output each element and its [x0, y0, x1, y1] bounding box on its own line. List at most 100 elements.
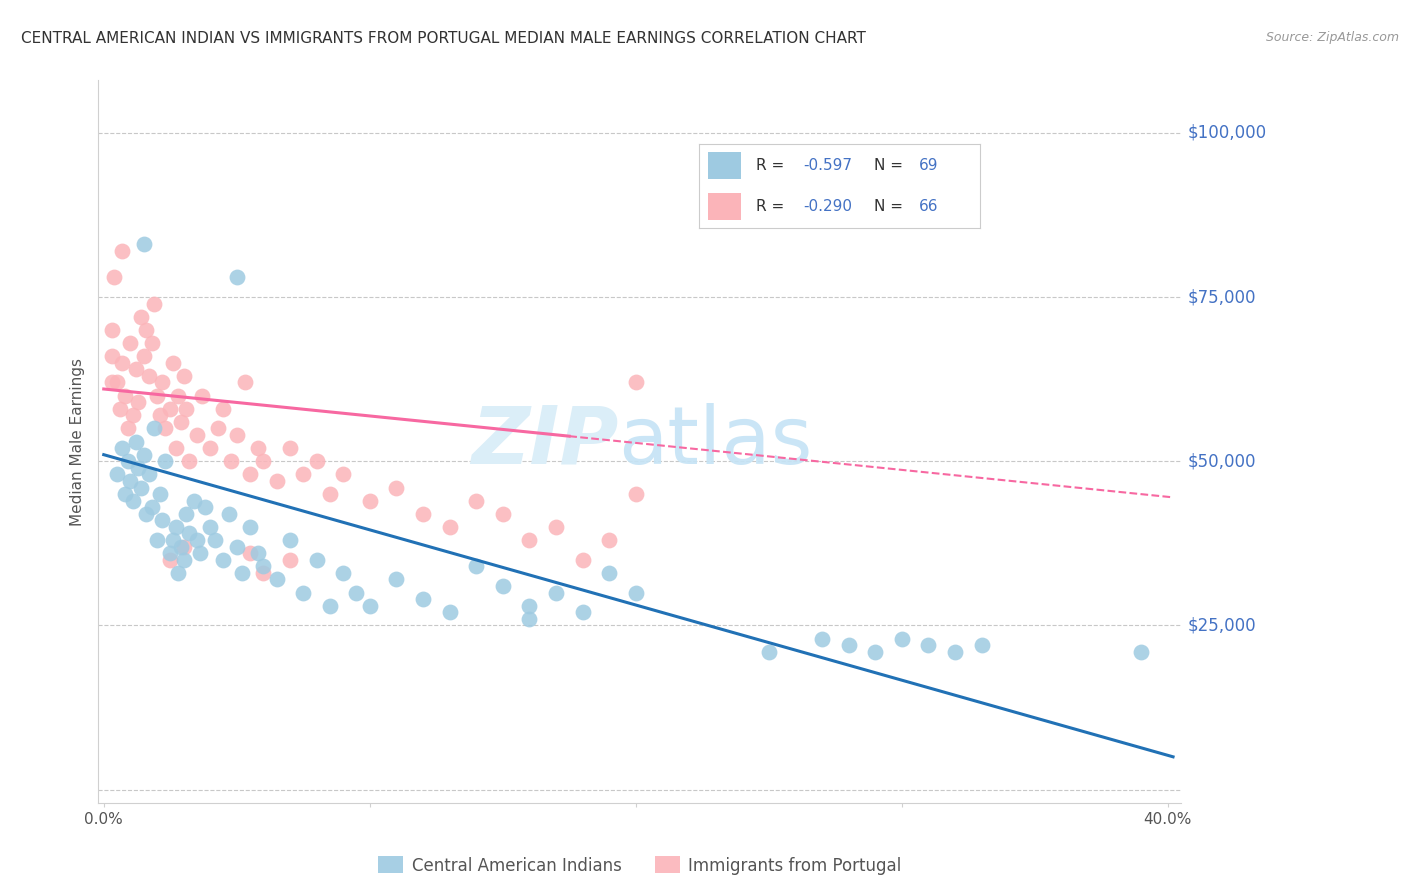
- Point: [111, 244, 134, 258]
- Point: [132, 448, 155, 462]
- Point: [153, 421, 176, 435]
- Point: [252, 454, 274, 468]
- Point: [943, 645, 966, 659]
- Point: [114, 487, 136, 501]
- Point: [332, 467, 354, 482]
- Point: [186, 533, 208, 547]
- Text: -0.290: -0.290: [803, 199, 852, 214]
- Point: [198, 441, 221, 455]
- Point: [159, 401, 181, 416]
- Point: [218, 507, 240, 521]
- Point: [492, 507, 515, 521]
- Point: [465, 559, 488, 574]
- Point: [183, 493, 205, 508]
- Text: $75,000: $75,000: [1188, 288, 1257, 306]
- Point: [141, 500, 163, 515]
- Point: [177, 454, 200, 468]
- Point: [120, 474, 142, 488]
- Point: [149, 487, 172, 501]
- Point: [170, 540, 193, 554]
- Point: [212, 553, 235, 567]
- Point: [544, 585, 567, 599]
- Point: [165, 520, 187, 534]
- Point: [111, 356, 134, 370]
- Point: [492, 579, 515, 593]
- Point: [412, 507, 434, 521]
- Point: [135, 323, 157, 337]
- Point: [165, 441, 187, 455]
- Point: [177, 526, 200, 541]
- Point: [233, 376, 256, 390]
- Point: [141, 336, 163, 351]
- Point: [624, 487, 647, 501]
- Point: [100, 376, 122, 390]
- Text: R =: R =: [755, 158, 789, 173]
- Point: [231, 566, 253, 580]
- FancyBboxPatch shape: [707, 193, 741, 220]
- Point: [129, 310, 152, 324]
- Point: [239, 520, 262, 534]
- Point: [247, 441, 270, 455]
- Text: ZIP: ZIP: [471, 402, 619, 481]
- Point: [758, 645, 780, 659]
- Point: [624, 376, 647, 390]
- Text: atlas: atlas: [619, 402, 813, 481]
- Point: [359, 493, 381, 508]
- Point: [278, 441, 301, 455]
- Legend: Central American Indians, Immigrants from Portugal: Central American Indians, Immigrants fro…: [371, 850, 908, 881]
- Point: [146, 533, 169, 547]
- Point: [465, 493, 488, 508]
- Point: [278, 533, 301, 547]
- Point: [186, 428, 208, 442]
- Point: [890, 632, 912, 646]
- Point: [105, 376, 128, 390]
- Point: [132, 349, 155, 363]
- Point: [359, 599, 381, 613]
- Point: [114, 388, 136, 402]
- Point: [544, 520, 567, 534]
- Point: [917, 638, 939, 652]
- Point: [571, 605, 593, 619]
- Point: [225, 270, 247, 285]
- Point: [100, 323, 122, 337]
- Point: [517, 599, 540, 613]
- Point: [173, 553, 195, 567]
- Point: [225, 540, 247, 554]
- Point: [100, 349, 122, 363]
- Point: [970, 638, 993, 652]
- Point: [173, 368, 195, 383]
- Point: [111, 441, 134, 455]
- Point: [174, 507, 197, 521]
- Point: [173, 540, 195, 554]
- Point: [117, 454, 139, 468]
- Point: [120, 336, 142, 351]
- Point: [150, 513, 173, 527]
- Point: [127, 460, 149, 475]
- Point: [108, 401, 131, 416]
- Point: [247, 546, 270, 560]
- Point: [124, 434, 146, 449]
- Point: [143, 296, 166, 310]
- Point: [149, 409, 172, 423]
- Point: [162, 356, 184, 370]
- Point: [571, 553, 593, 567]
- Point: [624, 585, 647, 599]
- Point: [105, 467, 128, 482]
- Text: $100,000: $100,000: [1188, 124, 1267, 142]
- Point: [150, 376, 173, 390]
- Point: [167, 388, 190, 402]
- Point: [319, 487, 342, 501]
- Text: 66: 66: [918, 199, 938, 214]
- Point: [153, 454, 176, 468]
- Point: [305, 454, 328, 468]
- Text: N =: N =: [873, 158, 907, 173]
- Text: CENTRAL AMERICAN INDIAN VS IMMIGRANTS FROM PORTUGAL MEDIAN MALE EARNINGS CORRELA: CENTRAL AMERICAN INDIAN VS IMMIGRANTS FR…: [21, 31, 866, 46]
- Point: [278, 553, 301, 567]
- Point: [167, 566, 190, 580]
- Point: [188, 546, 211, 560]
- Point: [292, 585, 315, 599]
- Point: [385, 481, 408, 495]
- Point: [174, 401, 197, 416]
- Point: [221, 454, 243, 468]
- Point: [138, 368, 160, 383]
